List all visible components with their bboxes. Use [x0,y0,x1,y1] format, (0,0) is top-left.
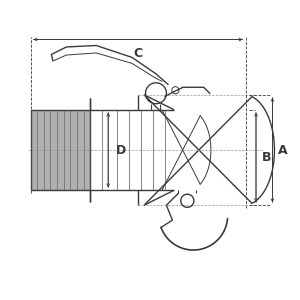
Text: B: B [262,151,272,164]
Text: C: C [134,47,142,60]
Bar [31,110,90,190]
Text: D: D [116,143,126,157]
Text: A: A [278,143,288,157]
